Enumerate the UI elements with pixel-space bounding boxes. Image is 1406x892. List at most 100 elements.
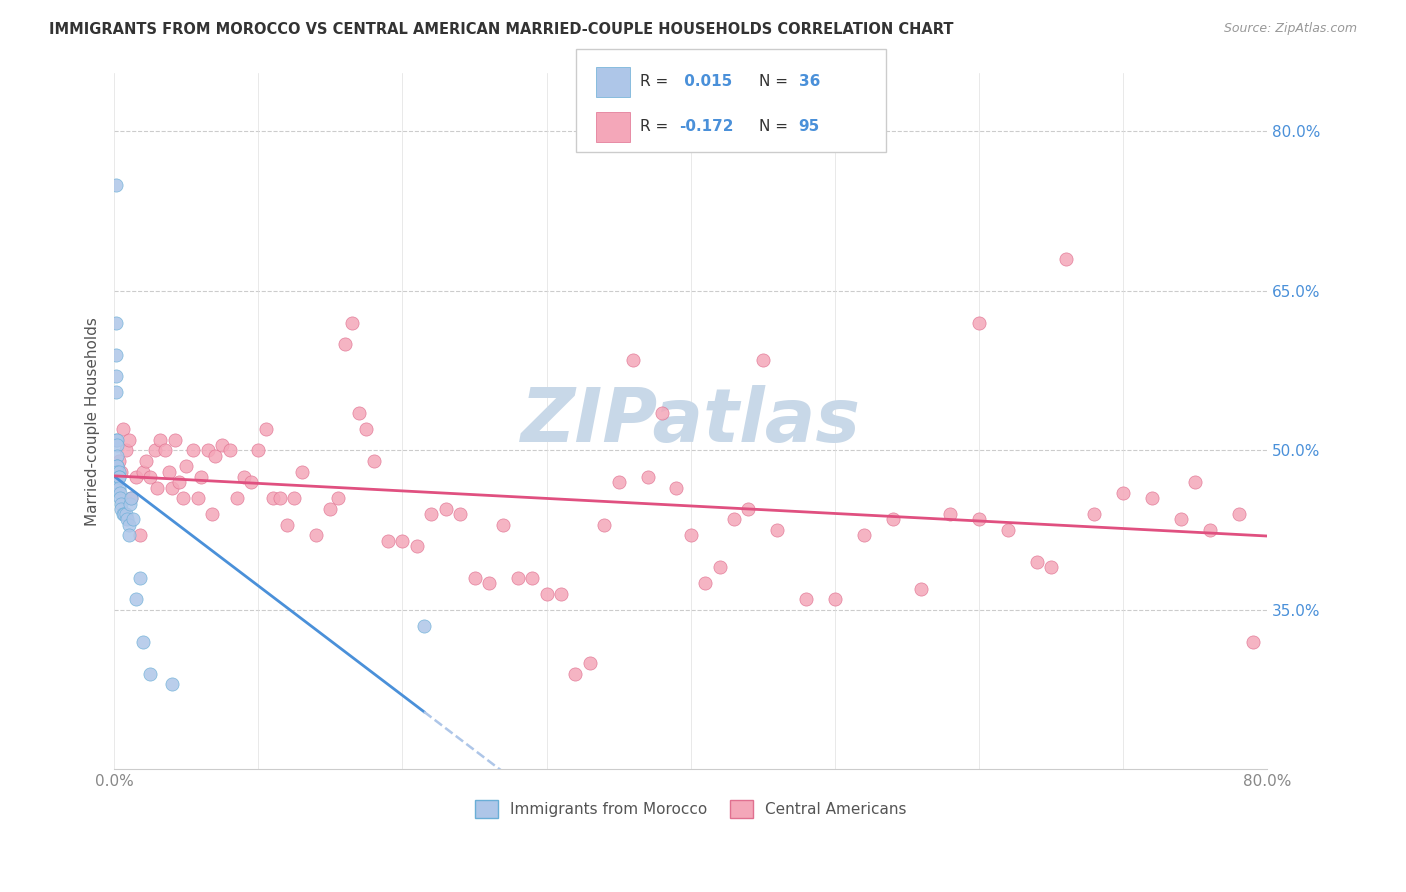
Point — [117, 517, 139, 532]
Point — [115, 512, 138, 526]
Point — [377, 533, 399, 548]
Point — [153, 443, 176, 458]
Text: 95: 95 — [799, 119, 820, 134]
Text: ZIPatlas: ZIPatlas — [520, 384, 860, 458]
Text: N =: N = — [759, 74, 793, 89]
Point — [104, 475, 127, 490]
Point — [104, 348, 127, 362]
Point — [1170, 512, 1192, 526]
Point — [1227, 507, 1250, 521]
Point — [139, 666, 162, 681]
Point — [449, 507, 471, 521]
Point — [107, 481, 129, 495]
Point — [564, 666, 586, 681]
Point — [132, 465, 155, 479]
Point — [1184, 475, 1206, 490]
Point — [110, 465, 132, 479]
Point — [522, 571, 544, 585]
Point — [910, 582, 932, 596]
Point — [218, 443, 240, 458]
Point — [665, 481, 688, 495]
Point — [492, 517, 515, 532]
Point — [967, 512, 990, 526]
Point — [434, 501, 457, 516]
Point — [283, 491, 305, 506]
Point — [1083, 507, 1105, 521]
Point — [506, 571, 529, 585]
Point — [117, 528, 139, 542]
Point — [117, 433, 139, 447]
Text: 36: 36 — [799, 74, 820, 89]
Text: N =: N = — [759, 119, 793, 134]
Point — [340, 316, 363, 330]
Point — [172, 491, 194, 506]
Point — [129, 528, 152, 542]
Point — [104, 433, 127, 447]
Point — [997, 523, 1019, 537]
Point — [211, 438, 233, 452]
Point — [104, 178, 127, 192]
Point — [183, 443, 205, 458]
Point — [391, 533, 413, 548]
Point — [121, 491, 143, 506]
Legend: Immigrants from Morocco, Central Americans: Immigrants from Morocco, Central America… — [468, 794, 912, 824]
Point — [326, 491, 349, 506]
Point — [232, 470, 254, 484]
Point — [105, 449, 128, 463]
Point — [579, 656, 602, 670]
Point — [111, 422, 134, 436]
Point — [105, 459, 128, 474]
Point — [939, 507, 962, 521]
Point — [146, 481, 169, 495]
Point — [1112, 486, 1135, 500]
Point — [125, 592, 148, 607]
Point — [110, 496, 132, 510]
Point — [107, 470, 129, 484]
Point — [132, 634, 155, 648]
Point — [752, 353, 775, 368]
Point — [967, 316, 990, 330]
Point — [420, 507, 443, 521]
Point — [105, 459, 128, 474]
Point — [247, 443, 270, 458]
Text: -0.172: -0.172 — [679, 119, 734, 134]
Point — [621, 353, 644, 368]
Point — [163, 433, 186, 447]
Point — [108, 486, 131, 500]
Point — [709, 560, 731, 574]
Text: Source: ZipAtlas.com: Source: ZipAtlas.com — [1223, 22, 1357, 36]
Point — [111, 507, 134, 521]
Point — [794, 592, 817, 607]
Text: 0.015: 0.015 — [679, 74, 733, 89]
Point — [225, 491, 247, 506]
Text: IMMIGRANTS FROM MOROCCO VS CENTRAL AMERICAN MARRIED-COUPLE HOUSEHOLDS CORRELATIO: IMMIGRANTS FROM MOROCCO VS CENTRAL AMERI… — [49, 22, 953, 37]
Point — [1040, 560, 1063, 574]
Point — [114, 443, 136, 458]
Point — [160, 677, 183, 691]
Point — [114, 507, 136, 521]
Point — [157, 465, 180, 479]
Point — [593, 517, 616, 532]
Point — [651, 406, 673, 420]
Point — [240, 475, 263, 490]
Point — [174, 459, 197, 474]
Point — [105, 465, 128, 479]
Point — [478, 576, 501, 591]
Point — [679, 528, 702, 542]
Point — [129, 571, 152, 585]
Point — [104, 384, 127, 399]
Point — [1198, 523, 1220, 537]
Point — [139, 470, 162, 484]
Point — [737, 501, 759, 516]
Point — [536, 587, 558, 601]
Y-axis label: Married-couple Households: Married-couple Households — [86, 317, 100, 525]
Point — [105, 438, 128, 452]
Point — [149, 433, 172, 447]
Point — [1025, 555, 1047, 569]
Point — [1140, 491, 1163, 506]
Point — [413, 619, 436, 633]
Point — [262, 491, 284, 506]
Point — [1054, 252, 1077, 266]
Point — [723, 512, 745, 526]
Point — [356, 422, 378, 436]
